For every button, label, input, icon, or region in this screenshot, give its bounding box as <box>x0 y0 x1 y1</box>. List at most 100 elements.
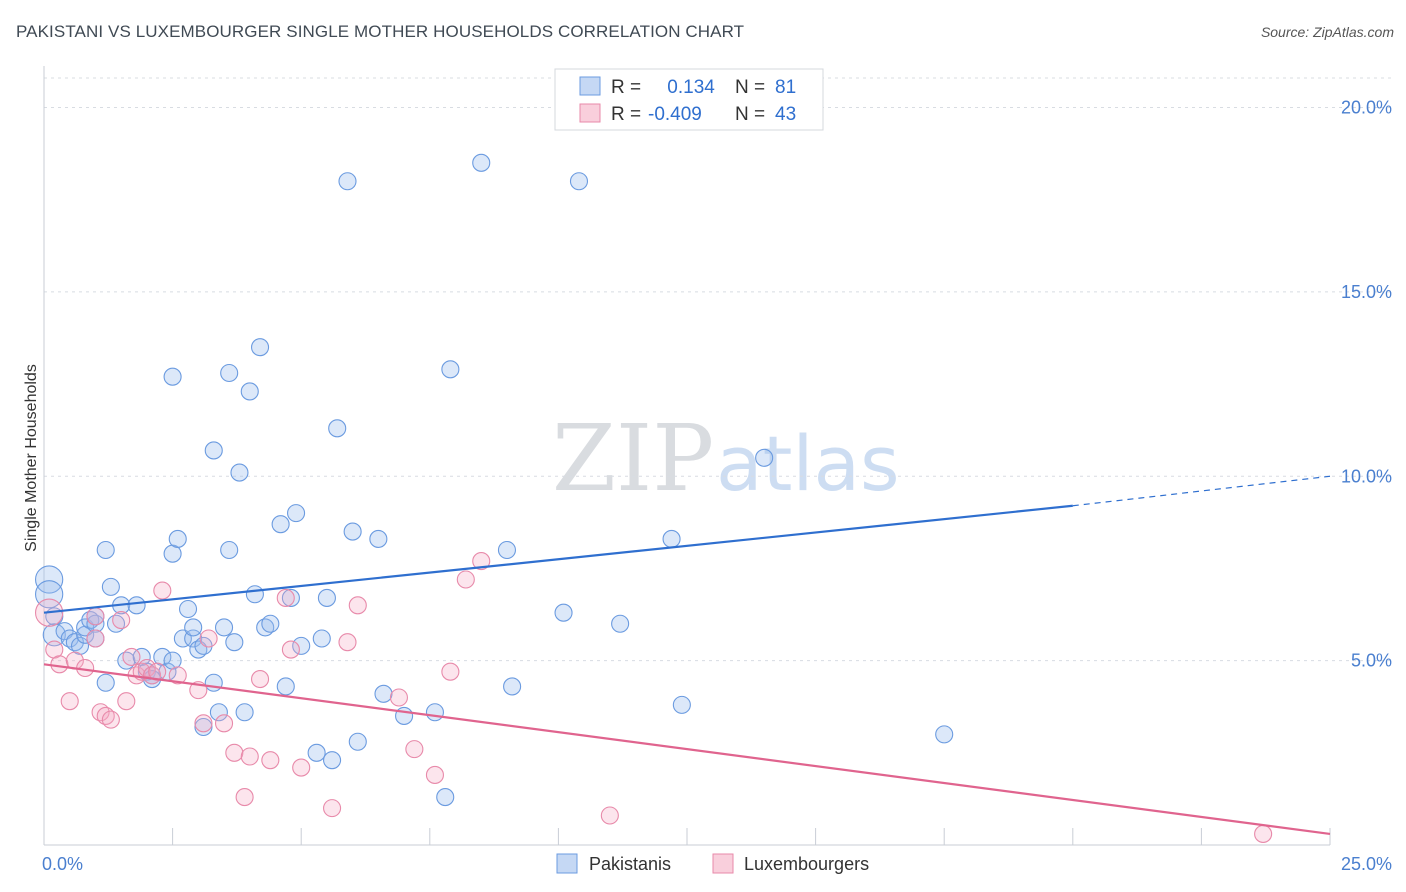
luxembourger-point <box>101 710 120 729</box>
luxembourger-point <box>250 670 270 689</box>
legend-r-value-pakistanis: 0.134 <box>662 77 715 98</box>
pakistani-point <box>755 448 774 467</box>
pakistani-point <box>323 751 342 770</box>
pakistani-point <box>225 633 244 652</box>
pakistani-point <box>312 629 331 648</box>
trend-line-luxembourgers <box>43 663 1331 836</box>
legend-n-value-pakistanis: 81 <box>775 77 796 98</box>
pakistani-point <box>261 614 280 633</box>
luxembourger-point <box>153 581 172 600</box>
luxembourger-point <box>348 596 367 615</box>
pakistani-point <box>497 540 517 560</box>
pakistani-point <box>204 673 223 692</box>
luxembourger-point <box>225 743 244 762</box>
pakistani-point <box>86 614 105 633</box>
legend-swatch-luxembourgers <box>579 103 601 123</box>
pakistani-point <box>441 360 460 379</box>
pakistani-point <box>42 623 66 647</box>
series-pakistanis-points <box>34 153 954 807</box>
x-tick-label-max: 25.0% <box>1341 854 1392 874</box>
pakistani-point <box>235 703 254 722</box>
luxembourger-point <box>261 751 280 770</box>
pakistani-point <box>472 153 491 172</box>
luxembourger-point <box>338 633 357 652</box>
luxembourger-point <box>405 740 424 759</box>
luxembourger-point <box>214 714 234 733</box>
luxembourger-point <box>199 629 218 648</box>
luxembourger-point <box>1254 824 1273 843</box>
pakistani-point <box>425 703 444 722</box>
pakistani-point <box>343 522 362 541</box>
pakistani-point <box>287 504 306 523</box>
pakistani-point <box>672 695 691 714</box>
trend-lines <box>43 475 1331 836</box>
source-label: Source: ZipAtlas.com <box>1260 24 1394 40</box>
pakistani-point <box>935 725 954 744</box>
luxembourger-point <box>86 607 105 626</box>
legend-r-label-pakistanis: R = <box>611 77 641 98</box>
pakistani-point <box>240 382 259 401</box>
pakistani-point <box>369 529 388 548</box>
pakistani-point <box>307 743 326 762</box>
y-tick-label-10: 10.0% <box>1341 466 1392 486</box>
pakistani-point <box>214 618 234 637</box>
luxembourger-point <box>86 629 105 648</box>
pakistani-point <box>96 673 115 692</box>
x-tick-label-min: 0.0% <box>42 854 83 874</box>
luxembourger-point <box>112 611 131 630</box>
luxembourger-point <box>235 788 254 807</box>
pakistani-point <box>554 603 573 622</box>
axes <box>43 66 1331 846</box>
luxembourger-point <box>292 758 311 777</box>
chart-title: PAKISTANI VS LUXEMBOURGER SINGLE MOTHER … <box>16 22 745 41</box>
pakistani-point <box>348 732 367 751</box>
luxembourger-point <box>240 747 259 766</box>
pakistani-point <box>220 363 239 383</box>
luxembourger-point <box>389 688 408 707</box>
legend-label-luxembourgers: Luxembourgers <box>744 854 869 874</box>
legend-label-pakistanis: Pakistanis <box>589 854 671 874</box>
pakistani-point <box>328 419 347 438</box>
luxembourger-point <box>168 666 187 685</box>
pakistani-point <box>503 677 522 696</box>
grid-lines <box>44 77 1392 662</box>
legend-r-label-luxembourgers: R = <box>611 104 641 125</box>
legend-r-value-luxembourgers: -0.409 <box>648 104 702 125</box>
correlation-legend: R = 0.134 N = 81 R = -0.409 N = 43 <box>554 68 824 131</box>
x-tick-labels: 0.0% 25.0% <box>42 854 1392 874</box>
legend-key-pakistanis <box>556 853 578 874</box>
y-axis-label: Single Mother Households <box>23 364 40 552</box>
luxembourger-point <box>425 765 444 784</box>
pakistani-point <box>317 588 336 607</box>
pakistani-point <box>281 588 300 607</box>
pakistani-point <box>34 565 64 594</box>
trend-line-pakistanis <box>43 504 1073 614</box>
pakistani-point <box>436 788 455 807</box>
pakistani-point <box>96 540 115 560</box>
luxembourger-point <box>50 655 69 674</box>
pakistani-point <box>220 540 239 560</box>
pakistani-point <box>292 636 311 655</box>
luxembourger-point <box>456 570 475 589</box>
legend-swatch-pakistanis <box>579 76 601 96</box>
pakistani-point <box>168 529 187 548</box>
luxembourger-point <box>276 588 295 607</box>
pakistani-point <box>245 585 264 604</box>
luxembourger-point <box>441 662 460 681</box>
luxembourger-point <box>194 714 213 733</box>
luxembourger-point <box>472 552 491 571</box>
pakistani-point <box>374 684 393 703</box>
luxembourger-point <box>117 692 136 711</box>
y-tick-label-5: 5.0% <box>1351 651 1392 671</box>
pakistani-point <box>338 172 357 191</box>
y-tick-label-20: 20.0% <box>1341 98 1392 118</box>
pakistani-point <box>178 599 198 619</box>
watermark: ZIP atlas <box>552 405 900 512</box>
pakistani-point <box>611 614 630 633</box>
series-legend: Pakistanis Luxembourgers <box>556 853 869 874</box>
y-tick-labels: 5.0% 10.0% 15.0% 20.0% <box>1341 98 1392 671</box>
pakistani-point <box>209 703 228 722</box>
luxembourger-point <box>281 640 300 659</box>
pakistani-point <box>230 463 249 482</box>
